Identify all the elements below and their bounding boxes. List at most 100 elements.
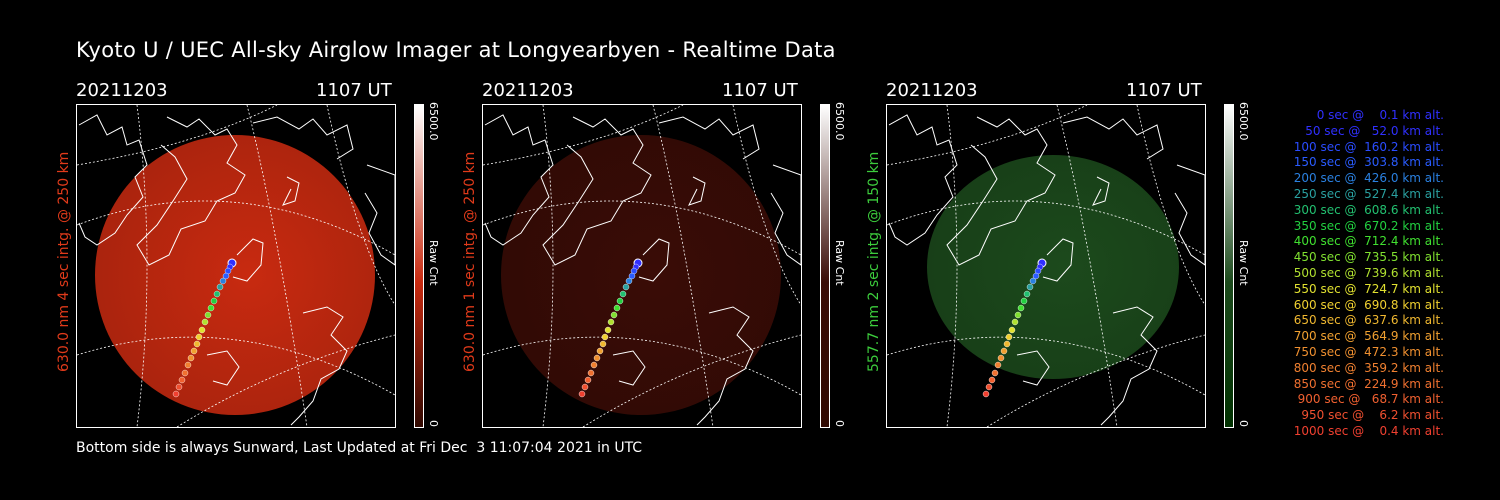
trajectory-point	[198, 326, 206, 334]
colorbar-max: 6500.0	[1237, 102, 1250, 141]
page-title: Kyoto U / UEC All-sky Airglow Imager at …	[76, 38, 836, 62]
trajectory-point	[210, 297, 218, 305]
graticule-line	[1136, 105, 1205, 306]
trajectory-point	[190, 347, 198, 355]
coastline	[888, 114, 958, 246]
colorbar-max: 6500.0	[833, 102, 846, 141]
trajectory-point	[590, 361, 598, 369]
graticule-line	[483, 105, 684, 166]
colorbar-min: 0	[1237, 420, 1250, 427]
graticule-line	[887, 336, 1205, 396]
coastline	[206, 350, 240, 386]
trajectory-point	[988, 376, 996, 384]
coastline	[542, 116, 652, 266]
graticule-line	[136, 105, 148, 427]
graticule-line	[176, 334, 395, 427]
graticule-line	[887, 105, 1088, 166]
legend-entry: 150 sec @ 303.8 km alt.	[1293, 155, 1444, 170]
trajectory-point	[1020, 297, 1028, 305]
panel-ylabel: 630.0 nm 1 sec intg. @ 250 km	[462, 151, 478, 372]
legend-entry: 0 sec @ 0.1 km alt.	[1316, 108, 1444, 122]
graticule-line	[483, 200, 801, 256]
panel-date: 20211203	[886, 80, 978, 101]
trajectory-point	[181, 369, 189, 377]
trajectory-point	[1026, 283, 1034, 291]
panel-date: 20211203	[482, 80, 574, 101]
trajectory-point	[622, 283, 630, 291]
graticule-line	[986, 334, 1205, 427]
legend-entry: 300 sec @ 608.6 km alt.	[1293, 202, 1444, 217]
trajectory-point	[193, 340, 201, 348]
trajectory-point	[1003, 340, 1011, 348]
trajectory-point	[1014, 311, 1022, 319]
legend-entry: 550 sec @ 724.7 km alt.	[1293, 281, 1444, 296]
trajectory-point	[1032, 272, 1040, 280]
coastline	[364, 164, 395, 266]
trajectory-point	[172, 390, 180, 398]
trajectory-point	[599, 340, 607, 348]
legend-entry: 350 sec @ 670.2 km alt.	[1293, 218, 1444, 233]
graticule-line	[77, 336, 395, 396]
legend-entry: 50 sec @ 52.0 km alt.	[1305, 123, 1444, 138]
trajectory-point	[997, 354, 1005, 362]
coastline	[1174, 164, 1205, 266]
graticule-line	[77, 105, 278, 166]
legend-entry: 400 sec @ 712.4 km alt.	[1293, 234, 1444, 249]
coastline	[1042, 238, 1074, 282]
trajectory-point	[610, 311, 618, 319]
trajectory-point	[985, 383, 993, 391]
trajectory-point	[1008, 326, 1016, 334]
trajectory-point	[222, 272, 230, 280]
trajectory-point	[184, 361, 192, 369]
legend-entry: 250 sec @ 527.4 km alt.	[1293, 186, 1444, 201]
rocket-trajectory	[578, 258, 643, 398]
coastline	[290, 306, 348, 426]
trajectory-point	[178, 376, 186, 384]
coastline	[232, 238, 264, 282]
coastline	[136, 116, 246, 266]
trajectory-legend: 0 sec @ 0.1 km alt. 50 sec @ 52.0 km alt.…	[1262, 108, 1444, 440]
trajectory-point	[982, 390, 990, 398]
trajectory-point	[1000, 347, 1008, 355]
coastline	[1092, 176, 1110, 206]
graticule-line	[326, 105, 395, 306]
legend-entry: 900 sec @ 68.7 km alt.	[1297, 392, 1444, 407]
allsky-image	[76, 104, 396, 428]
trajectory-point	[216, 283, 224, 291]
trajectory-point	[1005, 333, 1013, 341]
coastline	[658, 116, 760, 160]
airglow-sky-image	[501, 135, 781, 415]
colorbar-unit: Raw Cnt	[427, 240, 440, 286]
legend-entry: 500 sec @ 739.6 km alt.	[1293, 265, 1444, 280]
rocket-trajectory	[982, 258, 1047, 398]
coastline	[688, 176, 706, 206]
legend-entry: 850 sec @ 224.9 km alt.	[1293, 376, 1444, 391]
legend-entry: 200 sec @ 426.0 km alt.	[1293, 171, 1444, 186]
colorbar	[414, 104, 424, 428]
trajectory-point	[201, 318, 209, 326]
panel-time: 1107 UT	[316, 80, 392, 101]
legend-entry: 650 sec @ 637.6 km alt.	[1293, 313, 1444, 328]
colorbar-max: 6500.0	[427, 102, 440, 141]
trajectory-point	[204, 311, 212, 319]
panel-ylabel: 630.0 nm 4 sec intg. @ 250 km	[56, 151, 72, 372]
trajectory-point	[619, 290, 627, 298]
coastline	[638, 238, 670, 282]
trajectory-point	[1017, 304, 1025, 312]
trajectory-point	[584, 376, 592, 384]
airglow-sky-image	[927, 155, 1179, 379]
trajectory-point	[596, 347, 604, 355]
trajectory-point	[578, 390, 586, 398]
legend-entry: 450 sec @ 735.5 km alt.	[1293, 250, 1444, 265]
coastline	[1062, 116, 1164, 160]
trajectory-point	[601, 333, 609, 341]
graticule-line	[887, 200, 1205, 256]
coastline	[484, 114, 554, 246]
trajectory-point	[187, 354, 195, 362]
coastline	[696, 306, 754, 426]
graticule-line	[77, 200, 395, 256]
trajectory-point	[1029, 277, 1037, 285]
allsky-image	[886, 104, 1206, 428]
trajectory-point	[581, 383, 589, 391]
trajectory-point	[195, 333, 203, 341]
